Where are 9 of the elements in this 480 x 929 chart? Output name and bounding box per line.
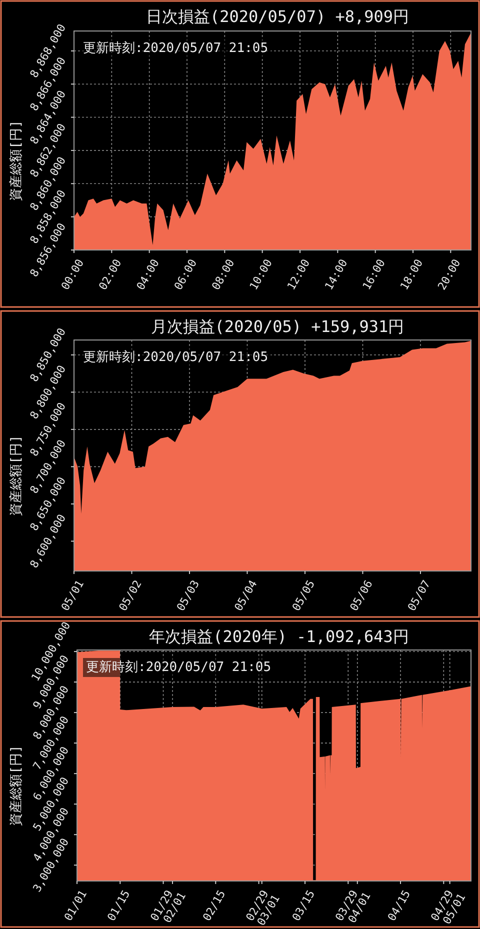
chart-title: 月次損益(2020/05) +159,931円 (150, 317, 404, 336)
annotation: 更新時刻:2020/05/07 21:05 (83, 350, 268, 365)
chart-title: 年次損益(2020年) -1,092,643円 (149, 627, 409, 646)
chart-title: 日次損益(2020/05/07) +8,909円 (146, 7, 410, 26)
y-axis-title: 資産総額[円] (8, 435, 24, 516)
y-axis-title: 資産総額[円] (8, 120, 24, 201)
annotation: 更新時刻:2020/05/07 21:05 (86, 660, 272, 675)
y-axis-title: 資産総額[円] (8, 745, 24, 826)
annotation: 更新時刻:2020/05/07 21:05 (83, 41, 268, 56)
